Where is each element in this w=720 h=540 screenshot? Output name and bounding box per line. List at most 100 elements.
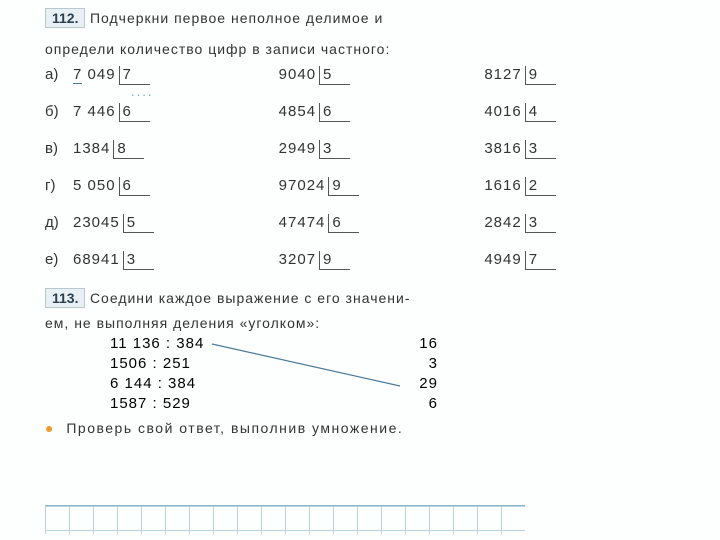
row-cols: 6894133207949497: [73, 251, 690, 270]
dividend: 7 446: [73, 103, 119, 120]
divisor-box: 4: [525, 103, 556, 122]
divisor-box: 3: [123, 251, 154, 270]
row-label: в): [45, 140, 73, 157]
row-label: е): [45, 251, 73, 268]
divisor: 6: [319, 103, 350, 122]
division-item: 28423: [484, 214, 690, 233]
divisor-box: 6: [328, 214, 359, 233]
task112-header: 112. Подчеркни первое неполное делимое и: [45, 8, 690, 29]
result-value: 6: [419, 394, 438, 414]
row-label: б): [45, 103, 73, 120]
division-item: 474746: [279, 214, 485, 233]
row-cols: 138482949338163: [73, 140, 690, 159]
dividend: 47474: [279, 214, 329, 231]
division-item: 81279: [484, 66, 690, 85]
quotient-dots: ....: [131, 84, 153, 99]
divisor: 6: [119, 103, 150, 122]
expression: 1587 : 529: [110, 394, 204, 414]
division-row: в)138482949338163: [45, 140, 690, 159]
dividend: 1384: [73, 140, 113, 157]
expression: 11 136 : 384: [110, 334, 204, 354]
dividend: 2949: [279, 140, 319, 157]
divisor-box: 6: [119, 103, 150, 122]
divisor: 7: [119, 66, 150, 85]
dividend: 1616: [484, 177, 524, 194]
dividend: 3816: [484, 140, 524, 157]
divisor: 7: [525, 251, 556, 270]
divisor: 2: [525, 177, 556, 196]
divisor: 9: [328, 177, 359, 196]
dividend: 4016: [484, 103, 524, 120]
divisor: 3: [123, 251, 154, 270]
expr-left: 11 136 : 3841506 : 2516 144 : 3841587 : …: [110, 334, 204, 414]
division-row: д)23045547474628423: [45, 214, 690, 233]
row-label: д): [45, 214, 73, 231]
page: 112. Подчеркни первое неполное делимое и…: [0, 0, 720, 540]
divisor-box: 3: [525, 140, 556, 159]
division-item: 5 0506: [73, 177, 279, 196]
expression: 6 144 : 384: [110, 374, 204, 394]
grid-bottom: [45, 505, 525, 534]
divisor: 9: [525, 66, 556, 85]
result-value: 16: [419, 334, 438, 354]
division-item: 689413: [73, 251, 279, 270]
task112-text1: Подчеркни первое неполное делимое и: [90, 10, 383, 26]
division-row: е)6894133207949497: [45, 251, 690, 270]
task113-text1: Соедини каждое выражение с его значени-: [90, 290, 411, 306]
division-item: 32079: [279, 251, 485, 270]
row-label: а): [45, 66, 73, 83]
task113-num: 113.: [45, 288, 85, 308]
dividend: 5 050: [73, 177, 119, 194]
dividend: 4854: [279, 103, 319, 120]
divisor: 6: [328, 214, 359, 233]
divisor: 3: [525, 140, 556, 159]
division-item: 16162: [484, 177, 690, 196]
divisor-box: 9: [319, 251, 350, 270]
divisor: 8: [113, 140, 144, 159]
expression: 1506 : 251: [110, 354, 204, 374]
dividend: 23045: [73, 214, 123, 231]
dividend: 7 049: [73, 66, 119, 83]
divisor-box: 7: [119, 66, 150, 85]
division-item: 40164: [484, 103, 690, 122]
divisor-box: 2: [525, 177, 556, 196]
dividend: 8127: [484, 66, 524, 83]
division-item: 48546: [279, 103, 485, 122]
division-item: 970249: [279, 177, 485, 196]
divisor: 9: [319, 251, 350, 270]
dividend: 97024: [279, 177, 329, 194]
division-item: 49497: [484, 251, 690, 270]
division-item: 29493: [279, 140, 485, 159]
division-item: 90405: [279, 66, 485, 85]
connect-line: [212, 344, 400, 386]
division-row: б)7 44664854640164: [45, 103, 690, 122]
divisor: 3: [319, 140, 350, 159]
division-item: 13848: [73, 140, 279, 159]
dividend: 3207: [279, 251, 319, 268]
divisor-box: 9: [328, 177, 359, 196]
divisor-box: 3: [525, 214, 556, 233]
expr-block: 11 136 : 3841506 : 2516 144 : 3841587 : …: [110, 334, 690, 414]
divisor-box: 5: [123, 214, 154, 233]
task113-text2: ем, не выполняя деления «уголком»:: [45, 313, 690, 334]
dividend: 2842: [484, 214, 524, 231]
content: 112. Подчеркни первое неполное делимое и…: [0, 0, 720, 436]
task112-text2: определи количество цифр в записи частно…: [45, 39, 690, 60]
divisor: 5: [319, 66, 350, 85]
division-item: 7 4466: [73, 103, 279, 122]
division-item: 38163: [484, 140, 690, 159]
bullet-icon: ●: [45, 420, 55, 436]
first-partial: 7: [73, 66, 82, 84]
row-cols: 7 44664854640164: [73, 103, 690, 122]
divisor: 6: [119, 177, 150, 196]
divisor-box: 6: [319, 103, 350, 122]
result-value: 3: [419, 354, 438, 374]
row-label: г): [45, 177, 73, 194]
divisor-box: 3: [319, 140, 350, 159]
divisor-box: 8: [113, 140, 144, 159]
row-cols: 23045547474628423: [73, 214, 690, 233]
divisor: 3: [525, 214, 556, 233]
divisor-box: 9: [525, 66, 556, 85]
row-cols: 5 050697024916162: [73, 177, 690, 196]
divisor-box: 5: [319, 66, 350, 85]
